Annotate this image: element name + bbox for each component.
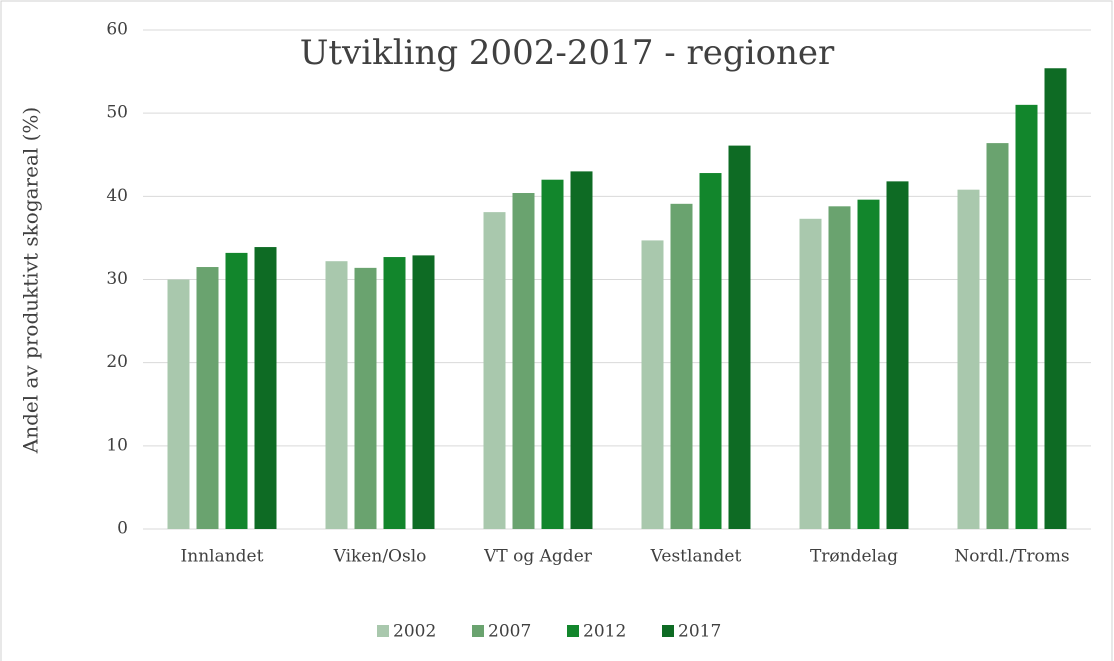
x-tick-label: Nordl./Troms bbox=[954, 547, 1069, 567]
y-tick-label: 0 bbox=[117, 519, 128, 539]
bar bbox=[799, 218, 822, 529]
y-tick-label: 10 bbox=[106, 435, 128, 455]
legend-label: 2017 bbox=[678, 622, 721, 642]
bar bbox=[886, 181, 909, 529]
bar bbox=[1044, 68, 1067, 530]
y-tick-label: 40 bbox=[106, 186, 128, 206]
bar bbox=[699, 173, 722, 529]
x-tick-label: Trøndelag bbox=[810, 547, 898, 567]
bar bbox=[225, 252, 248, 530]
y-tick-label: 30 bbox=[106, 269, 128, 289]
bar bbox=[670, 203, 693, 529]
bar bbox=[828, 206, 851, 529]
bar bbox=[728, 145, 751, 529]
legend-swatch bbox=[377, 625, 389, 637]
y-tick-label: 50 bbox=[106, 103, 128, 123]
legend-swatch bbox=[567, 625, 579, 637]
chart-title: Utvikling 2002-2017 - regioner bbox=[300, 33, 835, 73]
bar bbox=[254, 247, 277, 529]
bar bbox=[641, 240, 664, 529]
bar bbox=[857, 199, 880, 529]
legend-label: 2007 bbox=[488, 622, 531, 642]
x-tick-label: Viken/Oslo bbox=[333, 547, 427, 567]
bar bbox=[986, 143, 1009, 529]
x-tick-label: VT og Agder bbox=[483, 547, 593, 567]
legend-label: 2012 bbox=[583, 622, 626, 642]
bar bbox=[570, 171, 593, 529]
bar bbox=[412, 255, 435, 530]
y-axis-label: Andel av produktivt skogareal (%) bbox=[19, 107, 43, 454]
bar bbox=[1015, 104, 1038, 529]
x-tick-label: Vestlandet bbox=[650, 547, 742, 567]
bar bbox=[541, 179, 564, 529]
bar bbox=[483, 212, 506, 529]
bar bbox=[512, 193, 535, 530]
y-tick-label: 60 bbox=[106, 20, 128, 40]
legend-swatch bbox=[472, 625, 484, 637]
y-tick-label: 20 bbox=[106, 352, 128, 372]
bar bbox=[325, 261, 348, 529]
bar bbox=[196, 267, 219, 529]
legend-swatch bbox=[662, 625, 674, 637]
bar bbox=[957, 189, 980, 529]
x-tick-label: Innlandet bbox=[181, 547, 264, 567]
bar bbox=[383, 257, 406, 529]
legend-label: 2002 bbox=[393, 622, 436, 642]
bar bbox=[167, 279, 190, 529]
bar bbox=[354, 267, 377, 529]
